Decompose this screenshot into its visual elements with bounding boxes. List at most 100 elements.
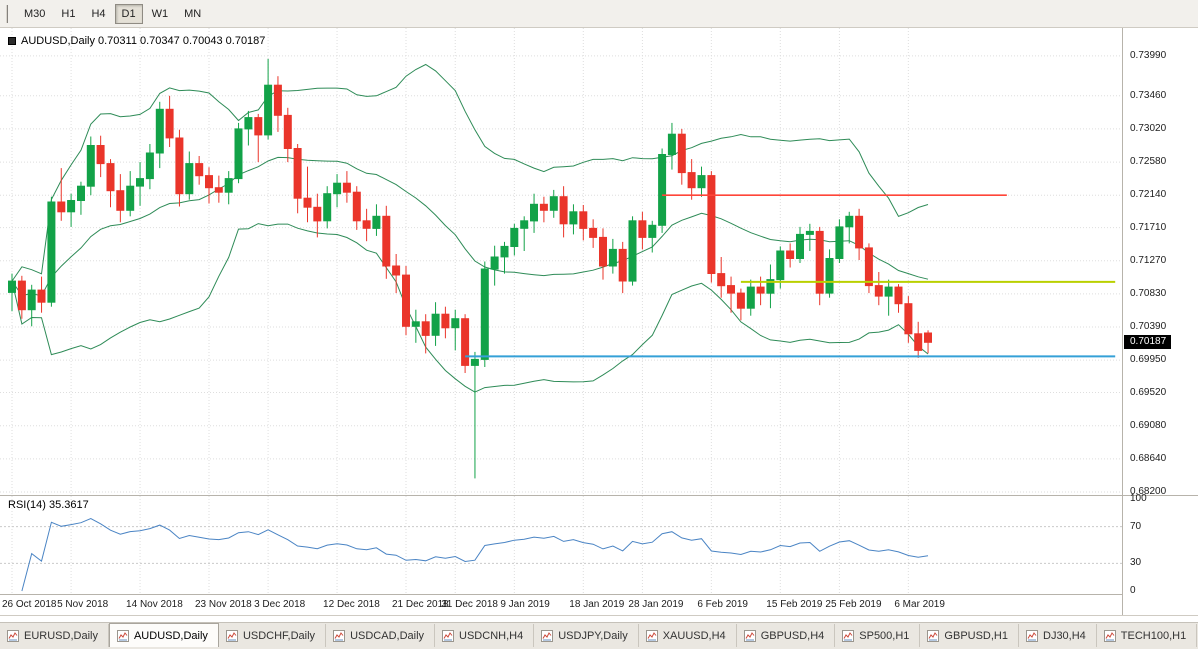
- date-tick-label: 6 Mar 2019: [894, 599, 945, 610]
- mini-chart-icon: [225, 629, 238, 642]
- date-tick-label: 23 Nov 2018: [195, 599, 252, 610]
- chart-tab-AUDUSD-Daily[interactable]: AUDUSD,Daily: [108, 623, 219, 647]
- mini-chart-icon: [1026, 629, 1038, 642]
- mini-chart-icon: [116, 629, 129, 642]
- price-chart-panel[interactable]: AUDUSD,Daily 0.70311 0.70347 0.70043 0.7…: [0, 28, 1122, 495]
- price-tick-label: 0.69950: [1130, 354, 1167, 366]
- panel-separator[interactable]: [0, 495, 1122, 496]
- chart-tab-label: GBPUSD,H1: [944, 629, 1008, 642]
- mini-chart-icon: [927, 629, 940, 642]
- price-tick-label: 0.73020: [1130, 122, 1167, 134]
- date-tick-label: 9 Jan 2019: [500, 599, 550, 610]
- rsi-tick-label: 70: [1130, 520, 1142, 532]
- date-tick-label: 26 Oct 2018: [2, 599, 57, 610]
- date-tick-label: 21 Dec 2018: [392, 599, 449, 610]
- mini-chart-icon: [842, 629, 855, 642]
- timeframe-button-H4[interactable]: H4: [84, 4, 112, 24]
- mini-chart-icon: [645, 629, 658, 642]
- chart-tab-USDCHF-Daily[interactable]: USDCHF,Daily: [219, 624, 327, 647]
- price-chart-canvas[interactable]: [0, 28, 1122, 495]
- candlestick-series: [8, 58, 932, 479]
- rsi-canvas[interactable]: [0, 496, 1122, 594]
- scale-separator: [1123, 495, 1198, 496]
- price-tick-label: 0.73990: [1130, 49, 1167, 61]
- chart-tab-label: SP500,H1: [859, 629, 910, 642]
- mini-chart-icon: [541, 629, 554, 642]
- chart-tab-label: TECH100,H1: [1120, 629, 1187, 642]
- panel-separator[interactable]: [0, 594, 1122, 595]
- timeframe-buttons: M30 H1 H4 D1 W1 MN: [16, 3, 209, 24]
- current-price-badge: 0.70187: [1124, 335, 1172, 350]
- chart-tab-label: AUDUSD,Daily: [133, 629, 208, 642]
- chart-tab-USDCAD-Daily[interactable]: USDCAD,Daily: [326, 624, 436, 647]
- date-tick-label: 25 Feb 2019: [825, 599, 882, 610]
- chart-grid: [0, 28, 1122, 495]
- time-axis[interactable]: 26 Oct 2018 5 Nov 2018 14 Nov 2018 23 Nov 2…: [0, 595, 1122, 615]
- price-tick-label: 0.70390: [1130, 321, 1167, 333]
- chart-tab-GBPUSD-H4[interactable]: GBPUSD,H4: [737, 624, 836, 647]
- price-tick-label: 0.68640: [1130, 452, 1167, 464]
- chart-tab-SP500-H1[interactable]: SP500,H1: [835, 624, 921, 647]
- date-tick-label: 12 Dec 2018: [323, 599, 380, 610]
- chart-tab-label: GBPUSD,H4: [760, 629, 825, 642]
- date-tick-label: 6 Feb 2019: [697, 599, 748, 610]
- price-tick-label: 0.70830: [1130, 287, 1167, 299]
- bollinger-bands: [11, 63, 929, 393]
- timeframe-button-MN[interactable]: MN: [177, 4, 208, 24]
- mini-chart-icon: [743, 629, 756, 642]
- axis-separator: [0, 615, 1198, 616]
- timeframe-button-H1[interactable]: H1: [54, 4, 82, 24]
- chart-title: AUDUSD,Daily 0.70311 0.70347 0.70043 0.7…: [8, 35, 265, 47]
- chart-tab-label: USDCHF,Daily: [242, 629, 316, 642]
- price-tick-label: 0.73460: [1130, 89, 1167, 101]
- rsi-tick-label: 0: [1130, 585, 1136, 596]
- price-tick-label: 0.71710: [1130, 221, 1167, 233]
- timeframe-button-W1[interactable]: W1: [145, 4, 176, 24]
- mini-chart-icon: [7, 629, 19, 642]
- rsi-indicator-panel[interactable]: RSI(14) 35.3617: [0, 496, 1122, 594]
- date-tick-label: 14 Nov 2018: [126, 599, 183, 610]
- chart-tab-DJ30-H4[interactable]: DJ30,H4: [1019, 624, 1097, 647]
- chart-tab-XAUUSD-H4[interactable]: XAUUSD,H4: [639, 624, 737, 647]
- chart-tab-label: XAUUSD,H4: [662, 629, 726, 642]
- date-tick-label: 5 Nov 2018: [57, 599, 109, 610]
- date-tick-label: 18 Jan 2019: [569, 599, 625, 610]
- chart-tab-label: DJ30,H4: [1043, 629, 1086, 642]
- chart-tab-USDJPY-Daily[interactable]: USDJPY,Daily: [534, 624, 639, 647]
- chart-symbol-icon: [8, 37, 16, 45]
- date-tick-label: 15 Feb 2019: [766, 599, 823, 610]
- rsi-tick-label: 30: [1130, 557, 1142, 569]
- mini-chart-icon: [442, 629, 455, 642]
- rsi-tick-label: 100: [1130, 493, 1147, 504]
- mini-chart-icon: [333, 629, 346, 642]
- chart-tab-label: USDCAD,Daily: [350, 629, 425, 642]
- price-tick-label: 0.72140: [1130, 189, 1167, 201]
- timeframe-button-M30[interactable]: M30: [17, 4, 52, 24]
- chart-tab-TECH100-H1[interactable]: TECH100,H1: [1097, 624, 1198, 647]
- chart-title-text: AUDUSD,Daily 0.70311 0.70347 0.70043 0.7…: [21, 35, 266, 47]
- chart-tab-label: USDJPY,Daily: [558, 629, 628, 642]
- timeframe-button-D1[interactable]: D1: [114, 3, 143, 24]
- date-tick-label: 3 Dec 2018: [254, 599, 306, 610]
- date-tick-label: 28 Jan 2019: [628, 599, 684, 610]
- price-tick-label: 0.69520: [1130, 386, 1167, 398]
- chart-tab-label: EURUSD,Daily: [24, 629, 98, 642]
- chart-tab-EURUSD-Daily[interactable]: EURUSD,Daily: [0, 624, 109, 647]
- rsi-level-lines: [0, 526, 1122, 564]
- timeframe-toolbar: M30 H1 H4 D1 W1 MN: [0, 0, 1198, 28]
- rsi-label: RSI(14) 35.3617: [8, 499, 89, 511]
- price-tick-label: 0.68200: [1130, 485, 1167, 497]
- rsi-grid: [11, 496, 909, 594]
- chart-tabs-bar: EURUSD,Daily AUDUSD,Daily USDCHF,Daily USDC…: [0, 622, 1198, 649]
- date-tick-label: 31 Dec 2018: [441, 599, 498, 610]
- chart-tab-USDCNH-H4[interactable]: USDCNH,H4: [435, 624, 535, 647]
- price-tick-label: 0.72580: [1130, 156, 1167, 168]
- price-tick-label: 0.69080: [1130, 419, 1167, 431]
- chart-tab-GBPUSD-H1[interactable]: GBPUSD,H1: [920, 624, 1019, 647]
- price-tick-label: 0.71270: [1130, 254, 1167, 266]
- price-axis[interactable]: 0.70187 0.73990 0.73460 0.73020 0.72580 0.72…: [1122, 28, 1198, 615]
- chart-tab-label: USDCNH,H4: [459, 629, 524, 642]
- toolbar-grip-handle[interactable]: [6, 4, 10, 23]
- rsi-line: [21, 518, 929, 592]
